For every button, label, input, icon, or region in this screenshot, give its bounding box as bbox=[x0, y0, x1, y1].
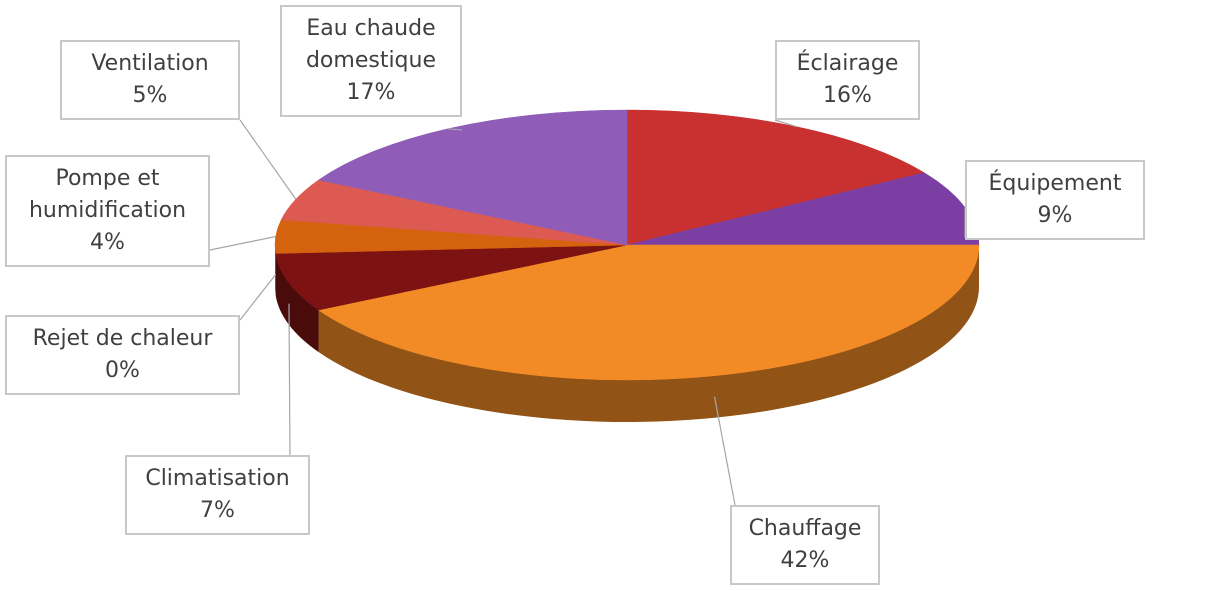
leader-line bbox=[447, 128, 463, 131]
label-value: 5% bbox=[132, 83, 168, 108]
slice bbox=[275, 244, 628, 311]
data-label: Ventilation 5% bbox=[60, 40, 240, 120]
label-name: Équipement bbox=[988, 171, 1122, 196]
leader-line bbox=[239, 274, 277, 321]
label-value: 7% bbox=[200, 498, 235, 523]
label-value: 9% bbox=[1037, 203, 1073, 228]
leader-line bbox=[239, 119, 297, 200]
label-name: Rejet de chaleur bbox=[32, 326, 213, 351]
leader-line bbox=[209, 235, 276, 251]
label-name: Éclairage bbox=[796, 51, 899, 76]
data-label: Rejet de chaleur 0% bbox=[5, 315, 240, 395]
data-label: Eau chaude domestique 17% bbox=[280, 5, 462, 117]
slice-side bbox=[275, 253, 319, 353]
data-label: Équipement 9% bbox=[965, 160, 1145, 240]
label-value: 0% bbox=[105, 358, 140, 383]
label-name: Chauffage bbox=[748, 516, 862, 541]
label-name: Eau chaude domestique bbox=[305, 16, 437, 73]
data-label: Climatisation 7% bbox=[125, 455, 310, 535]
label-value: 17% bbox=[346, 80, 396, 105]
label-value: 4% bbox=[90, 230, 125, 255]
leader-line bbox=[774, 119, 797, 128]
leader-line bbox=[713, 396, 736, 506]
slice-side bbox=[275, 245, 276, 296]
label-name: Pompe et humidification bbox=[28, 166, 187, 223]
label-name: Climatisation bbox=[145, 466, 290, 491]
data-label: Chauffage 42% bbox=[730, 505, 880, 585]
label-value: 42% bbox=[780, 548, 830, 573]
slice bbox=[317, 244, 980, 381]
label-name: Ventilation bbox=[91, 51, 209, 76]
label-value: 16% bbox=[823, 83, 872, 108]
slice-side bbox=[318, 245, 979, 422]
leader-line bbox=[288, 303, 291, 459]
data-label: Pompe et humidification 4% bbox=[5, 155, 210, 267]
data-label: Éclairage 16% bbox=[775, 40, 920, 120]
